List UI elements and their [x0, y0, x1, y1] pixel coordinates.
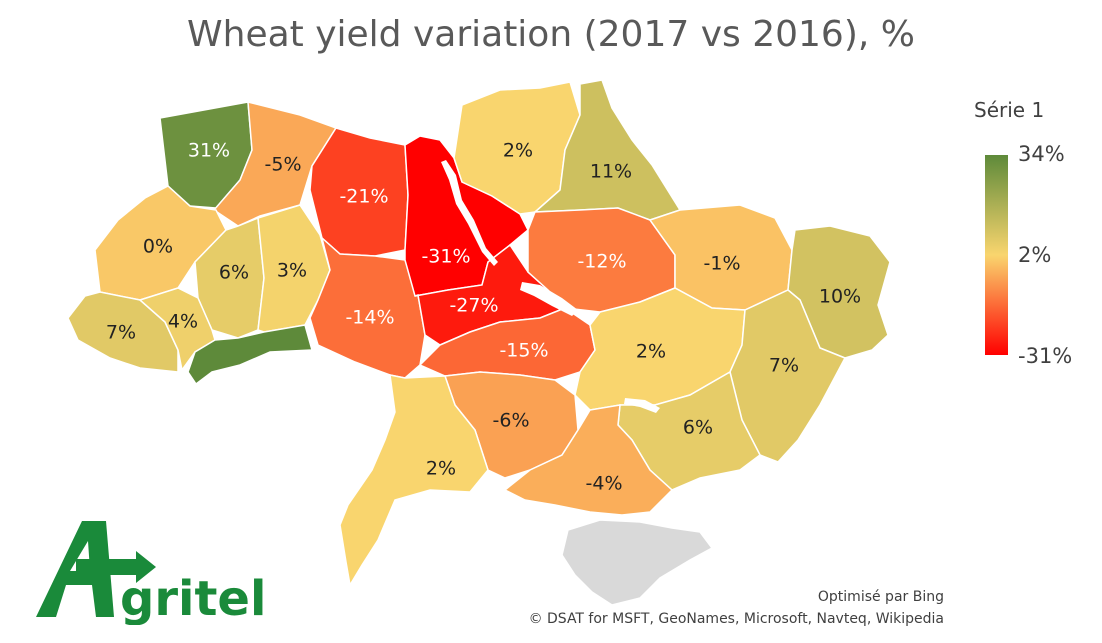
logo-a-icon [36, 521, 114, 617]
region-value-label: -27% [449, 295, 498, 317]
legend-min-label: -31% [1018, 344, 1073, 368]
credit-sources: © DSAT for MSFT, GeoNames, Microsoft, Na… [528, 611, 944, 627]
region-value-label: -4% [586, 473, 623, 495]
region-value-label: -14% [345, 307, 394, 329]
region-value-label: 2% [636, 341, 666, 363]
region-value-label: 6% [219, 262, 249, 284]
region-value-label: -31% [421, 246, 470, 268]
region-value-label: 6% [683, 417, 713, 439]
logo-text: gritel [120, 571, 266, 625]
kremenchuk-reservoir [520, 282, 578, 316]
region-value-label: -15% [499, 340, 548, 362]
region-rivne[interactable] [212, 101, 338, 227]
legend-color-bar [985, 155, 1008, 355]
region-value-label: 2% [426, 458, 456, 480]
region-value-label: -5% [265, 154, 302, 176]
region-value-label: 0% [143, 236, 173, 258]
dnipro-river [441, 160, 498, 266]
region-value-label: -1% [704, 253, 741, 275]
region-value-label: 7% [769, 355, 799, 377]
region-value-label: 4% [168, 311, 198, 333]
region-value-label: 2% [503, 140, 533, 162]
region-value-label: 31% [188, 140, 230, 162]
region-value-label: 3% [277, 260, 307, 282]
region-value-label: 11% [590, 161, 632, 183]
region-ternopil[interactable] [194, 216, 265, 339]
region-kherson[interactable] [503, 404, 674, 516]
region-value-label: -12% [577, 251, 626, 273]
chart-title: Wheat yield variation (2017 vs 2016), % [187, 14, 915, 55]
agritel-logo: gritel [36, 521, 266, 625]
crimea-no-data [561, 519, 714, 606]
legend-mid-label: 2% [1018, 243, 1052, 267]
legend-title: Série 1 [974, 98, 1045, 122]
logo-arrow-icon [76, 551, 156, 583]
region-value-label: -21% [339, 186, 388, 208]
kakhovka-reservoir [624, 398, 660, 413]
credit-bing: Optimisé par Bing [817, 589, 944, 605]
region-value-label: 7% [106, 322, 136, 344]
region-odesa[interactable] [339, 374, 489, 588]
regions-layer [67, 79, 891, 588]
region-value-label: -6% [493, 410, 530, 432]
labels-layer: 31% -5% 0% 6% 3% 7% 4% -21% -14% -31% -27% -15% 2% 11… [106, 140, 861, 495]
region-value-label: 10% [819, 286, 861, 308]
region-khmelnytskyi[interactable] [257, 204, 331, 333]
legend-max-label: 34% [1018, 142, 1065, 166]
region-chernivtsi[interactable] [187, 324, 313, 386]
